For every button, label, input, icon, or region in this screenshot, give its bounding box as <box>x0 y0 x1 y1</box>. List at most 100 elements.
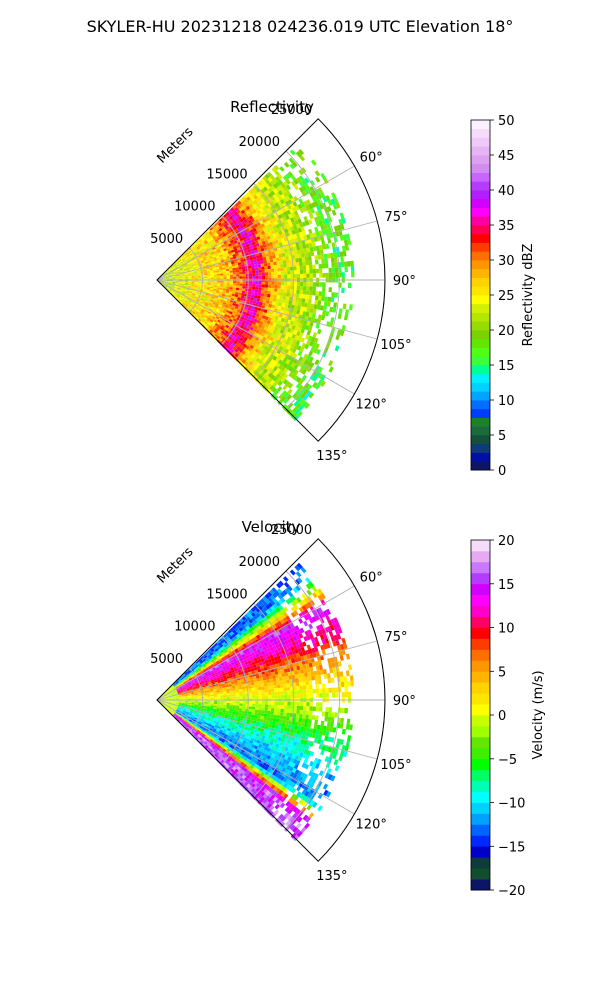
echo-gate <box>248 340 254 345</box>
echo-gate <box>315 231 320 237</box>
echo-gate <box>241 354 247 360</box>
echo-gate <box>260 325 266 330</box>
echo-gate <box>218 254 223 258</box>
echo-gate <box>266 171 273 177</box>
echo-gate <box>217 282 221 285</box>
echo-gate <box>277 354 283 360</box>
echo-gate <box>252 227 257 232</box>
echo-gate <box>219 321 224 325</box>
echo-gate <box>184 300 188 304</box>
echo-gate <box>249 229 254 234</box>
echo-gate <box>222 267 226 270</box>
echo-gate <box>226 322 231 327</box>
echo-gate <box>262 322 267 327</box>
echo-gate <box>317 254 322 260</box>
echo-gate <box>304 252 308 258</box>
echo-gate <box>283 285 288 290</box>
echo-gate <box>238 290 243 294</box>
echo-gate <box>214 297 218 300</box>
echo-gate <box>188 265 193 268</box>
colorbar-swatch <box>471 181 490 191</box>
echo-gate <box>189 304 193 307</box>
echo-gate <box>303 216 308 222</box>
echo-gate <box>239 198 244 203</box>
echo-gate <box>248 706 253 710</box>
echo-gate <box>188 275 192 277</box>
echo-gate <box>178 282 182 284</box>
echo-gate <box>238 288 243 291</box>
echo-gate <box>199 317 203 321</box>
echo-gate <box>183 255 187 259</box>
echo-gate <box>203 244 207 248</box>
echo-gate <box>282 197 288 203</box>
echo-gate <box>238 251 243 256</box>
echo-gate <box>280 264 284 268</box>
echo-gate <box>226 701 230 704</box>
echo-gate <box>212 326 216 330</box>
echo-gate <box>280 292 284 296</box>
echo-gate <box>174 285 178 288</box>
echo-gate <box>231 213 236 218</box>
echo-gate <box>316 250 321 256</box>
echo-gate <box>188 264 192 267</box>
echo-gate <box>291 300 296 306</box>
echo-gate <box>210 697 214 700</box>
echo-gate <box>251 690 256 694</box>
echo-gate <box>191 277 195 279</box>
echo-gate <box>241 710 246 714</box>
echo-gate <box>176 294 180 298</box>
echo-gate <box>218 293 223 296</box>
echo-gate <box>306 247 311 253</box>
echo-gate <box>190 303 194 306</box>
echo-gate <box>309 321 314 327</box>
echo-gate <box>185 282 189 284</box>
echo-gate <box>290 270 294 275</box>
echo-gate <box>338 308 343 314</box>
echo-gate <box>290 281 294 286</box>
echo-gate <box>351 271 355 278</box>
echo-gate <box>170 269 173 272</box>
echo-gate <box>222 288 227 291</box>
echo-gate <box>216 326 220 331</box>
echo-gate <box>255 357 261 363</box>
echo-gate <box>292 293 297 298</box>
echo-gate <box>229 707 233 710</box>
echo-gate <box>184 285 188 288</box>
echo-gate <box>247 307 252 312</box>
echo-gate <box>186 268 190 271</box>
echo-gate <box>227 332 232 337</box>
echo-gate <box>285 340 290 346</box>
echo-gate <box>266 320 271 325</box>
echo-gate <box>212 290 217 293</box>
echo-gate <box>168 284 172 287</box>
echo-gate <box>175 274 179 277</box>
echo-gate <box>292 258 296 263</box>
echo-gate <box>244 249 249 254</box>
echo-gate <box>202 292 206 295</box>
echo-gate <box>233 281 237 284</box>
echo-gate <box>205 314 210 318</box>
echo-gate <box>256 319 261 324</box>
echo-gate <box>228 219 233 224</box>
echo-gate <box>295 293 300 298</box>
echo-gate <box>220 275 224 278</box>
echo-gate <box>203 272 208 275</box>
echo-gate <box>170 288 173 291</box>
echo-gate <box>289 149 296 156</box>
echo-gate <box>222 310 227 314</box>
echo-gate <box>280 281 285 286</box>
echo-gate <box>208 325 213 330</box>
echo-gate <box>292 297 296 302</box>
echo-gate <box>196 252 201 256</box>
echo-gate <box>285 190 291 196</box>
echo-gate <box>284 274 288 279</box>
echo-gate <box>204 324 209 329</box>
echo-gate <box>177 294 181 297</box>
echo-gate <box>210 703 214 706</box>
echo-gate <box>285 259 290 264</box>
echo-gate <box>205 301 210 304</box>
echo-gate <box>305 243 310 249</box>
echo-gate <box>258 704 262 708</box>
echo-gate <box>204 702 208 704</box>
echo-gate <box>245 205 251 211</box>
